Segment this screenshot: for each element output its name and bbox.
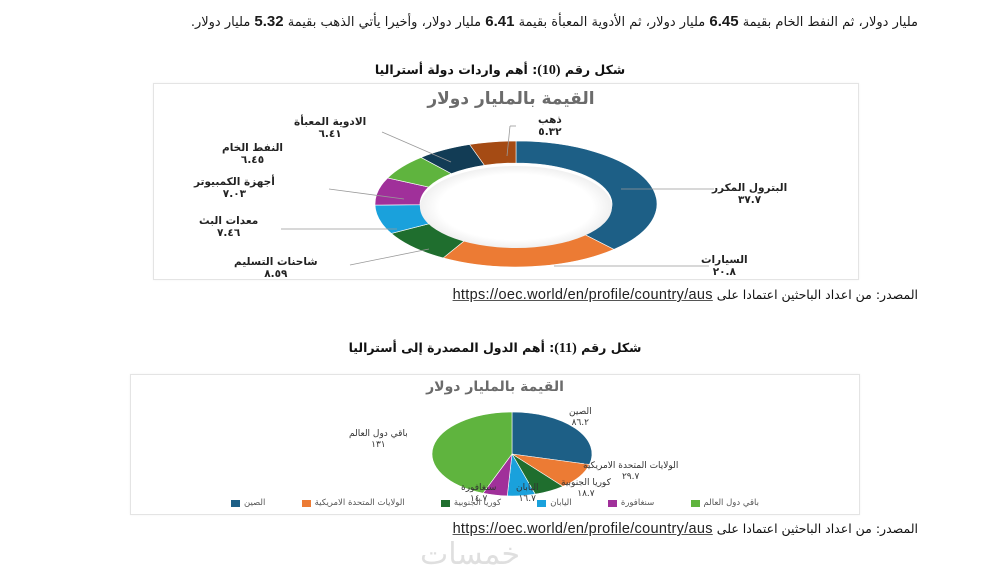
legend-swatch (440, 499, 450, 507)
label-value: ٧.٤٦ (217, 227, 241, 239)
chart-title: القيمة بالمليار دولار (426, 379, 564, 395)
imports-doughnut-chart: القيمة بالمليار دولار البترول المكرر ٣٧.٧… (153, 83, 859, 280)
legend-label: الولايات المتحدة الامريكية (314, 498, 405, 508)
caption-text: : أهم الدول المصدرة إلى أستراليا (348, 340, 555, 355)
label-text: البترول المكرر (712, 182, 788, 194)
caption-number: (11) (554, 341, 577, 356)
paragraph-text: مليار دولار، ثم الأدوية المعبأة بقيمة (514, 15, 710, 30)
legend-swatch (607, 499, 617, 507)
label-text: ذهب (538, 114, 562, 126)
label-text: باقي دول العالم (349, 429, 408, 439)
label-value: ٢٠.٨ (712, 266, 736, 278)
chart-title: القيمة بالمليار دولار (427, 89, 595, 109)
label-gold: ذهب ٥.٣٢ (538, 114, 562, 138)
label-cars: السيارات ٢٠.٨ (701, 254, 748, 278)
chart-slice (511, 411, 593, 465)
exporters-pie-chart: القيمة بالمليار دولار الصين ٨٦.٢ الولايات… (130, 374, 860, 515)
label-value: ١٣١ (371, 440, 386, 450)
pie-graphic (431, 411, 593, 497)
legend-item-japan: اليابان (537, 498, 572, 508)
label-singapore: سنغافورة ١٤.٧ (461, 483, 496, 505)
legend-label: باقي دول العالم (703, 498, 759, 508)
caption-text: : أهم واردات دولة أستراليا (374, 62, 538, 77)
label-value: ٧.٠٣ (222, 188, 247, 200)
figure-10-source: المصدر: من اعداد الباحثين اعتمادا على ht… (453, 287, 918, 303)
legend-label: سنغافورة (620, 498, 655, 508)
label-value: ١٦.٧ (518, 494, 536, 504)
label-south-korea: كوريا الجنوبية ١٨.٧ (561, 478, 611, 500)
legend-swatch (690, 499, 700, 507)
label-japan: اليابان ١٦.٧ (516, 483, 539, 505)
label-value: ٦.٤١ (318, 128, 342, 140)
label-broadcasting-equipment: معدات البث ٧.٤٦ (199, 215, 258, 239)
caption-prefix: شكل رقم (576, 340, 642, 355)
label-computers: أجهزة الكمبيوتر ٧.٠٣ (194, 176, 275, 200)
label-china: الصين ٨٦.٢ (569, 407, 592, 429)
legend-swatch (231, 499, 240, 507)
chart-slice (515, 140, 658, 250)
label-value: ٣٧.٧ (737, 194, 762, 206)
caption-prefix: شكل رقم (560, 62, 626, 77)
label-text: كوريا الجنوبية (561, 478, 611, 488)
source-text: المصدر: من اعداد الباحثين اعتمادا على (712, 521, 918, 536)
label-value: ١٨.٧ (577, 489, 595, 499)
legend-swatch (301, 499, 311, 507)
label-text: معدات البث (199, 215, 259, 227)
doughnut-graphic (281, 125, 714, 268)
caption-number: (10) (537, 63, 561, 78)
value-medicaments: 6.41 (485, 13, 515, 30)
paragraph-text: مليار دولار، وأخيرا يأتي الذهب بقيمة (283, 15, 486, 30)
label-value: ٦.٤٥ (240, 154, 265, 166)
source-link[interactable]: https://oec.world/en/profile/country/aus (452, 287, 713, 303)
legend-item-singapore: سنغافورة (607, 498, 655, 508)
label-value: ٨٦.٢ (571, 418, 589, 428)
label-text: النفط الخام (222, 142, 284, 154)
label-delivery-trucks: شاحنات التسليم ٨.٥٩ (234, 256, 318, 280)
paragraph-text: مليار دولار. (190, 15, 255, 30)
legend-item-china: الصين (231, 498, 265, 508)
value-gold: 5.32 (254, 13, 284, 30)
source-link[interactable]: https://oec.world/en/profile/country/aus (452, 521, 713, 537)
label-refined-petroleum: البترول المكرر ٣٧.٧ (712, 182, 787, 206)
label-usa: الولايات المتحدة الامريكية ٢٩.٧ (583, 461, 678, 483)
label-text: السيارات (701, 254, 748, 266)
label-text: شاحنات التسليم (234, 256, 318, 268)
chart-legend: الصين الولايات المتحدة الامريكية كوريا ا… (231, 498, 759, 508)
watermark-logo: خمسات (420, 537, 521, 572)
label-rest-of-world: باقي دول العالم ١٣١ (349, 429, 408, 451)
label-value: ١٤.٧ (469, 494, 488, 504)
label-value: ٢٩.٧ (621, 472, 640, 482)
chart-slice (469, 140, 517, 166)
legend-swatch (537, 499, 547, 507)
chart-slice (431, 411, 513, 494)
label-text: أجهزة الكمبيوتر (194, 176, 275, 188)
value-crude-oil: 6.45 (709, 13, 739, 30)
body-paragraph: مليار دولار، ثم النفط الخام بقيمة 6.45 م… (98, 12, 918, 33)
source-text: المصدر: من اعداد الباحثين اعتمادا على (712, 287, 918, 302)
label-text: اليابان (516, 483, 539, 493)
legend-item-rest-of-world: باقي دول العالم (690, 498, 759, 508)
label-value: ٥.٣٢ (538, 126, 562, 138)
label-value: ٨.٥٩ (264, 268, 288, 280)
figure-10-caption: شكل رقم (10): أهم واردات دولة أستراليا (0, 62, 1000, 79)
label-crude-oil: النفط الخام ٦.٤٥ (222, 142, 283, 166)
label-text: الصين (569, 407, 592, 417)
legend-label: الصين (244, 498, 266, 508)
legend-item-usa: الولايات المتحدة الامريكية (301, 498, 405, 508)
legend-label: اليابان (550, 498, 572, 508)
figure-11-source: المصدر: من اعداد الباحثين اعتمادا على ht… (453, 521, 918, 537)
label-text: سنغافورة (461, 483, 497, 493)
label-text: الولايات المتحدة الامريكية (583, 461, 679, 471)
label-text: الادوية المعبأة (294, 116, 367, 128)
legend-label: كوريا الجنوبية (453, 498, 502, 508)
legend-item-south-korea: كوريا الجنوبية (440, 498, 502, 508)
figure-11-caption: شكل رقم (11): أهم الدول المصدرة إلى أستر… (0, 340, 1000, 357)
paragraph-text: مليار دولار، ثم النفط الخام بقيمة (738, 15, 918, 30)
label-packaged-medicaments: الادوية المعبأة ٦.٤١ (294, 116, 366, 140)
